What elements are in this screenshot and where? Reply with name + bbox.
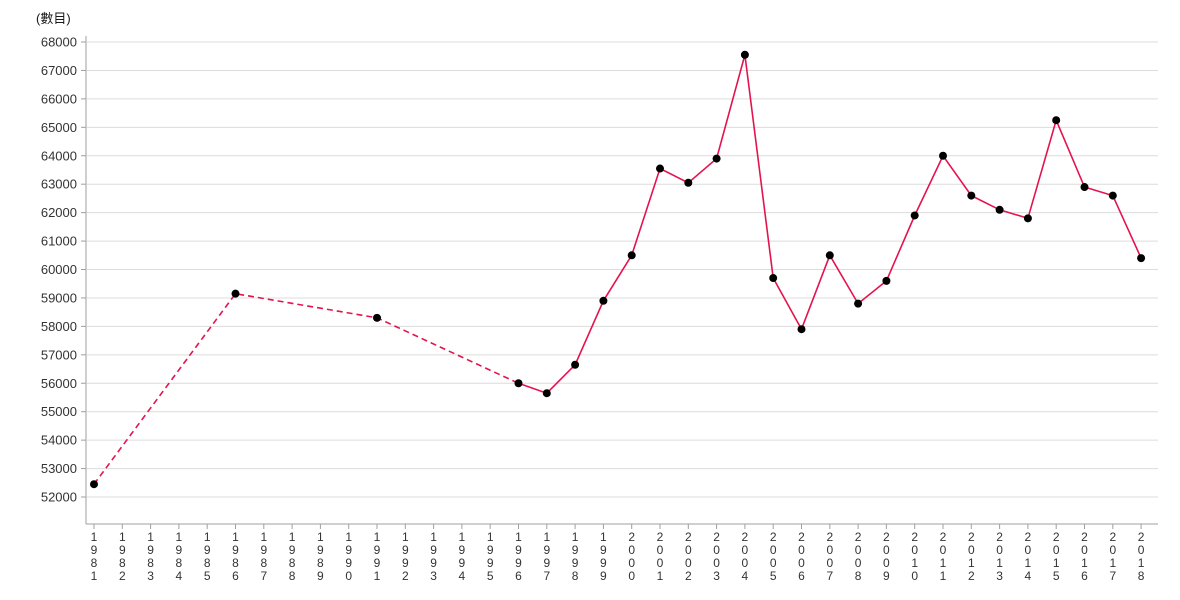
y-tick-label: 59000 [41, 290, 77, 305]
y-tick-label: 53000 [41, 461, 77, 476]
y-tick-label: 67000 [41, 63, 77, 78]
data-point [1023, 214, 1032, 223]
data-point [627, 251, 636, 260]
data-point [1080, 183, 1089, 192]
data-point [740, 50, 749, 59]
data-point [1108, 191, 1117, 200]
y-tick-label: 60000 [41, 262, 77, 277]
data-point [797, 325, 806, 334]
data-point [1137, 254, 1146, 263]
y-tick-label: 52000 [41, 490, 77, 505]
series-line-solid [518, 54, 1142, 395]
y-tick-label: 64000 [41, 148, 77, 163]
data-point [854, 299, 863, 308]
data-point [542, 389, 551, 398]
y-tick-label: 65000 [41, 120, 77, 135]
y-tick-label: 58000 [41, 319, 77, 334]
data-point [684, 178, 693, 187]
data-point [599, 296, 608, 305]
data-point [90, 480, 98, 489]
data-point [571, 360, 580, 369]
y-tick-label: 66000 [41, 91, 77, 106]
data-point [1052, 116, 1061, 125]
data-point [882, 276, 891, 285]
data-point [514, 379, 523, 388]
y-axis-unit-label: (數目) [36, 11, 71, 26]
y-tick-label: 63000 [41, 177, 77, 192]
data-point [939, 151, 947, 160]
y-tick-label: 68000 [41, 35, 77, 50]
data-point [373, 313, 381, 322]
y-tick-label: 55000 [41, 404, 77, 419]
data-point [231, 289, 240, 298]
data-point [995, 205, 1004, 214]
data-point [825, 251, 834, 260]
y-tick-label: 54000 [41, 433, 77, 448]
y-tick-label: 61000 [41, 234, 77, 249]
data-point [910, 211, 919, 220]
y-tick-label: 57000 [41, 347, 77, 362]
y-tick-label: 56000 [41, 376, 77, 391]
data-point [967, 191, 976, 200]
data-point [656, 164, 664, 173]
data-point [769, 274, 778, 283]
series-line-dashed [93, 292, 519, 485]
y-tick-label: 62000 [41, 205, 77, 220]
data-point [712, 154, 721, 163]
